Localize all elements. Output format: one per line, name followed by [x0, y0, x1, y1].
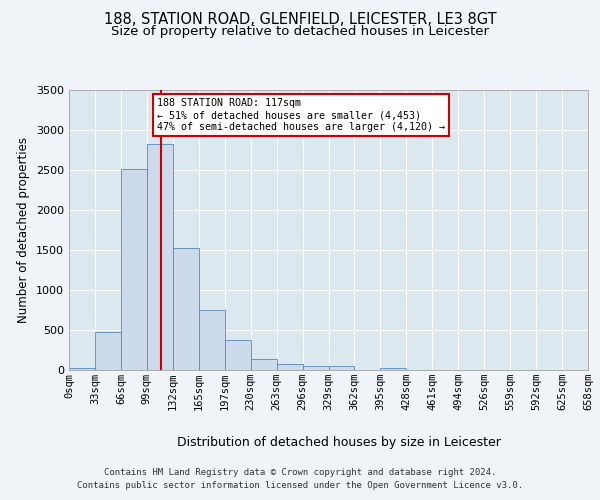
- Bar: [302, 366, 329, 370]
- Bar: [199, 310, 224, 370]
- Bar: [173, 248, 199, 370]
- Bar: [329, 366, 355, 370]
- Text: Contains public sector information licensed under the Open Government Licence v3: Contains public sector information licen…: [77, 480, 523, 490]
- Bar: [69, 368, 95, 370]
- Bar: [277, 364, 302, 370]
- Bar: [95, 332, 121, 370]
- Text: 188 STATION ROAD: 117sqm
← 51% of detached houses are smaller (4,453)
47% of sem: 188 STATION ROAD: 117sqm ← 51% of detach…: [157, 98, 445, 132]
- Bar: [251, 359, 277, 370]
- Text: Distribution of detached houses by size in Leicester: Distribution of detached houses by size …: [177, 436, 501, 449]
- Bar: [224, 340, 251, 370]
- Text: Contains HM Land Registry data © Crown copyright and database right 2024.: Contains HM Land Registry data © Crown c…: [104, 468, 496, 477]
- Text: Size of property relative to detached houses in Leicester: Size of property relative to detached ho…: [111, 25, 489, 38]
- Text: 188, STATION ROAD, GLENFIELD, LEICESTER, LE3 8GT: 188, STATION ROAD, GLENFIELD, LEICESTER,…: [104, 12, 496, 28]
- Bar: [147, 144, 173, 370]
- Bar: [121, 169, 147, 370]
- Y-axis label: Number of detached properties: Number of detached properties: [17, 137, 31, 323]
- Bar: [380, 368, 406, 370]
